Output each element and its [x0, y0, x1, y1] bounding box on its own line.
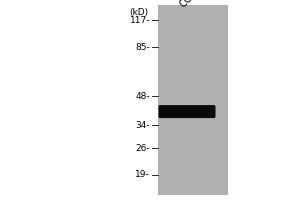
Text: 19-: 19- — [135, 170, 150, 179]
Text: 85-: 85- — [135, 43, 150, 52]
FancyBboxPatch shape — [158, 105, 215, 118]
Text: 26-: 26- — [135, 144, 150, 153]
Text: 48-: 48- — [135, 92, 150, 101]
Text: (kD): (kD) — [129, 8, 148, 17]
Text: 117-: 117- — [130, 16, 150, 25]
Bar — [158, 5, 228, 195]
Text: COS7: COS7 — [178, 0, 204, 9]
Text: 34-: 34- — [135, 121, 150, 130]
